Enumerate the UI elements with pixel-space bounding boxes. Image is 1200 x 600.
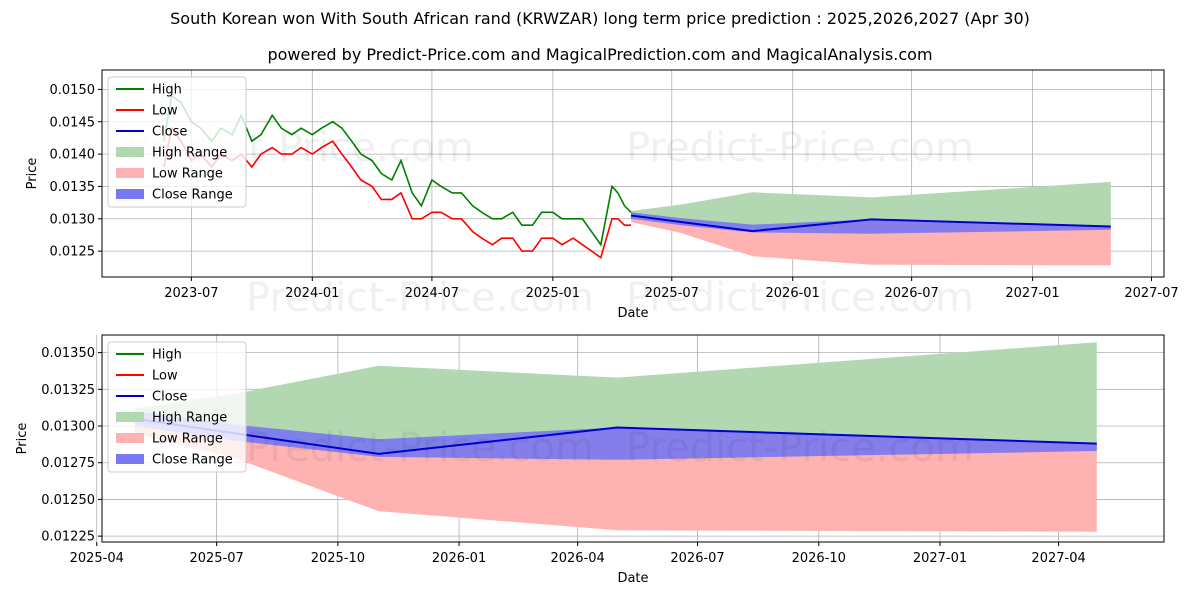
panel1-y-tick-label: 0.0150 — [50, 83, 96, 98]
panel1-y-tick-label: 0.0140 — [50, 148, 96, 163]
panel2-high-range-band — [134, 342, 1097, 459]
panel2-y-tick-label: 0.01275 — [41, 456, 95, 471]
panel1-x-tick-label: 2027-01 — [1005, 286, 1059, 301]
panel1-y-axis-label: Price — [25, 158, 40, 190]
panel1-x-axis-label: Date — [617, 306, 648, 321]
panel2-legend-swatch-low-range — [116, 433, 144, 443]
panel1-y-tick-label: 0.0130 — [50, 212, 96, 227]
panel2-watermark: Predict-Price.com — [626, 425, 974, 471]
panel2-legend-swatch-close-range — [116, 454, 144, 464]
panel2-y-tick-label: 0.01325 — [41, 383, 95, 398]
panel2-x-tick-label: 2026-07 — [670, 551, 724, 566]
panel2-legend-label-high-range: High Range — [152, 411, 227, 426]
chart-subtitle: powered by Predict-Price.com and Magical… — [267, 45, 933, 64]
panel2-y-tick-label: 0.01350 — [41, 346, 95, 361]
panel2-legend-label-low-range: Low Range — [152, 432, 223, 447]
panel2-close-range-band — [134, 411, 1097, 460]
panel1-x-tick-label: 2026-07 — [884, 286, 938, 301]
panel1-x-tick-label: 2025-01 — [526, 286, 580, 301]
panel1-legend-label-low-range: Low Range — [152, 167, 223, 182]
panel2-x-tick-label: 2025-07 — [189, 551, 243, 566]
panel2-legend-label-close: Close — [152, 390, 187, 405]
panel1-watermark: Predict-Price.com — [626, 125, 974, 171]
panel2-plot-frame — [101, 334, 1165, 543]
panel2-y-tick-label: 0.01225 — [41, 530, 95, 545]
panel1-legend-label-high-range: High Range — [152, 146, 227, 161]
panel1-legend-swatch-close-range — [116, 189, 144, 199]
panel1-close-series-line — [630, 214, 1111, 233]
panel2-legend-label-high: High — [152, 348, 182, 363]
panel1-watermark: Predict-Price.com — [246, 275, 594, 321]
panel1-watermark: Predict-Price.com — [626, 275, 974, 321]
panel2-legend-swatch-high-range — [116, 412, 144, 422]
panel2-watermark: Predict-Price.com — [246, 425, 594, 471]
panel1-legend-label-high: High — [152, 83, 182, 98]
panel2-legend-label-close-range: Close Range — [152, 453, 233, 468]
panel2-x-tick-label: 2027-04 — [1031, 551, 1085, 566]
panel1-x-tick-label: 2027-07 — [1124, 286, 1178, 301]
panel1-x-tick-label: 2024-01 — [285, 286, 339, 301]
panel1-legend-swatch-high-range — [116, 147, 144, 157]
panel1-y-tick-label: 0.0145 — [50, 115, 96, 130]
panel1-high-range-band — [631, 181, 1111, 233]
panel2-x-tick-label: 2025-10 — [311, 551, 365, 566]
panel1-x-tick-label: 2023-07 — [164, 286, 218, 301]
panel1-legend-label-close: Close — [152, 125, 187, 140]
panel1-plot-frame — [101, 69, 1165, 278]
panel2-y-axis-label: Price — [15, 423, 30, 455]
panel1-y-tick-label: 0.0125 — [50, 245, 96, 260]
panel1-x-tick-label: 2024-07 — [405, 286, 459, 301]
panel2-y-tick-label: 0.01300 — [41, 420, 95, 435]
panel2-x-tick-label: 2025-04 — [70, 551, 124, 566]
panel2-y-tick-label: 0.01250 — [41, 493, 95, 508]
panel1-close-range-band — [631, 212, 1111, 234]
panel2-x-tick-label: 2026-01 — [432, 551, 486, 566]
panel1-legend-label-low: Low — [152, 104, 178, 119]
chart-title: South Korean won With South African rand… — [170, 9, 1030, 28]
panel1-legend-label-close-range: Close Range — [152, 188, 233, 203]
panel1-x-tick-label: 2026-01 — [766, 286, 820, 301]
panel2-x-axis-label: Date — [617, 571, 648, 586]
panel1-x-tick-label: 2025-07 — [645, 286, 699, 301]
panel2-legend-label-low: Low — [152, 369, 178, 384]
panel2-x-tick-label: 2026-04 — [550, 551, 604, 566]
panel1-legend-swatch-low-range — [116, 168, 144, 178]
panel2-x-tick-label: 2026-10 — [792, 551, 846, 566]
panel1-y-tick-label: 0.0135 — [50, 180, 96, 195]
panel2-x-tick-label: 2027-01 — [913, 551, 967, 566]
